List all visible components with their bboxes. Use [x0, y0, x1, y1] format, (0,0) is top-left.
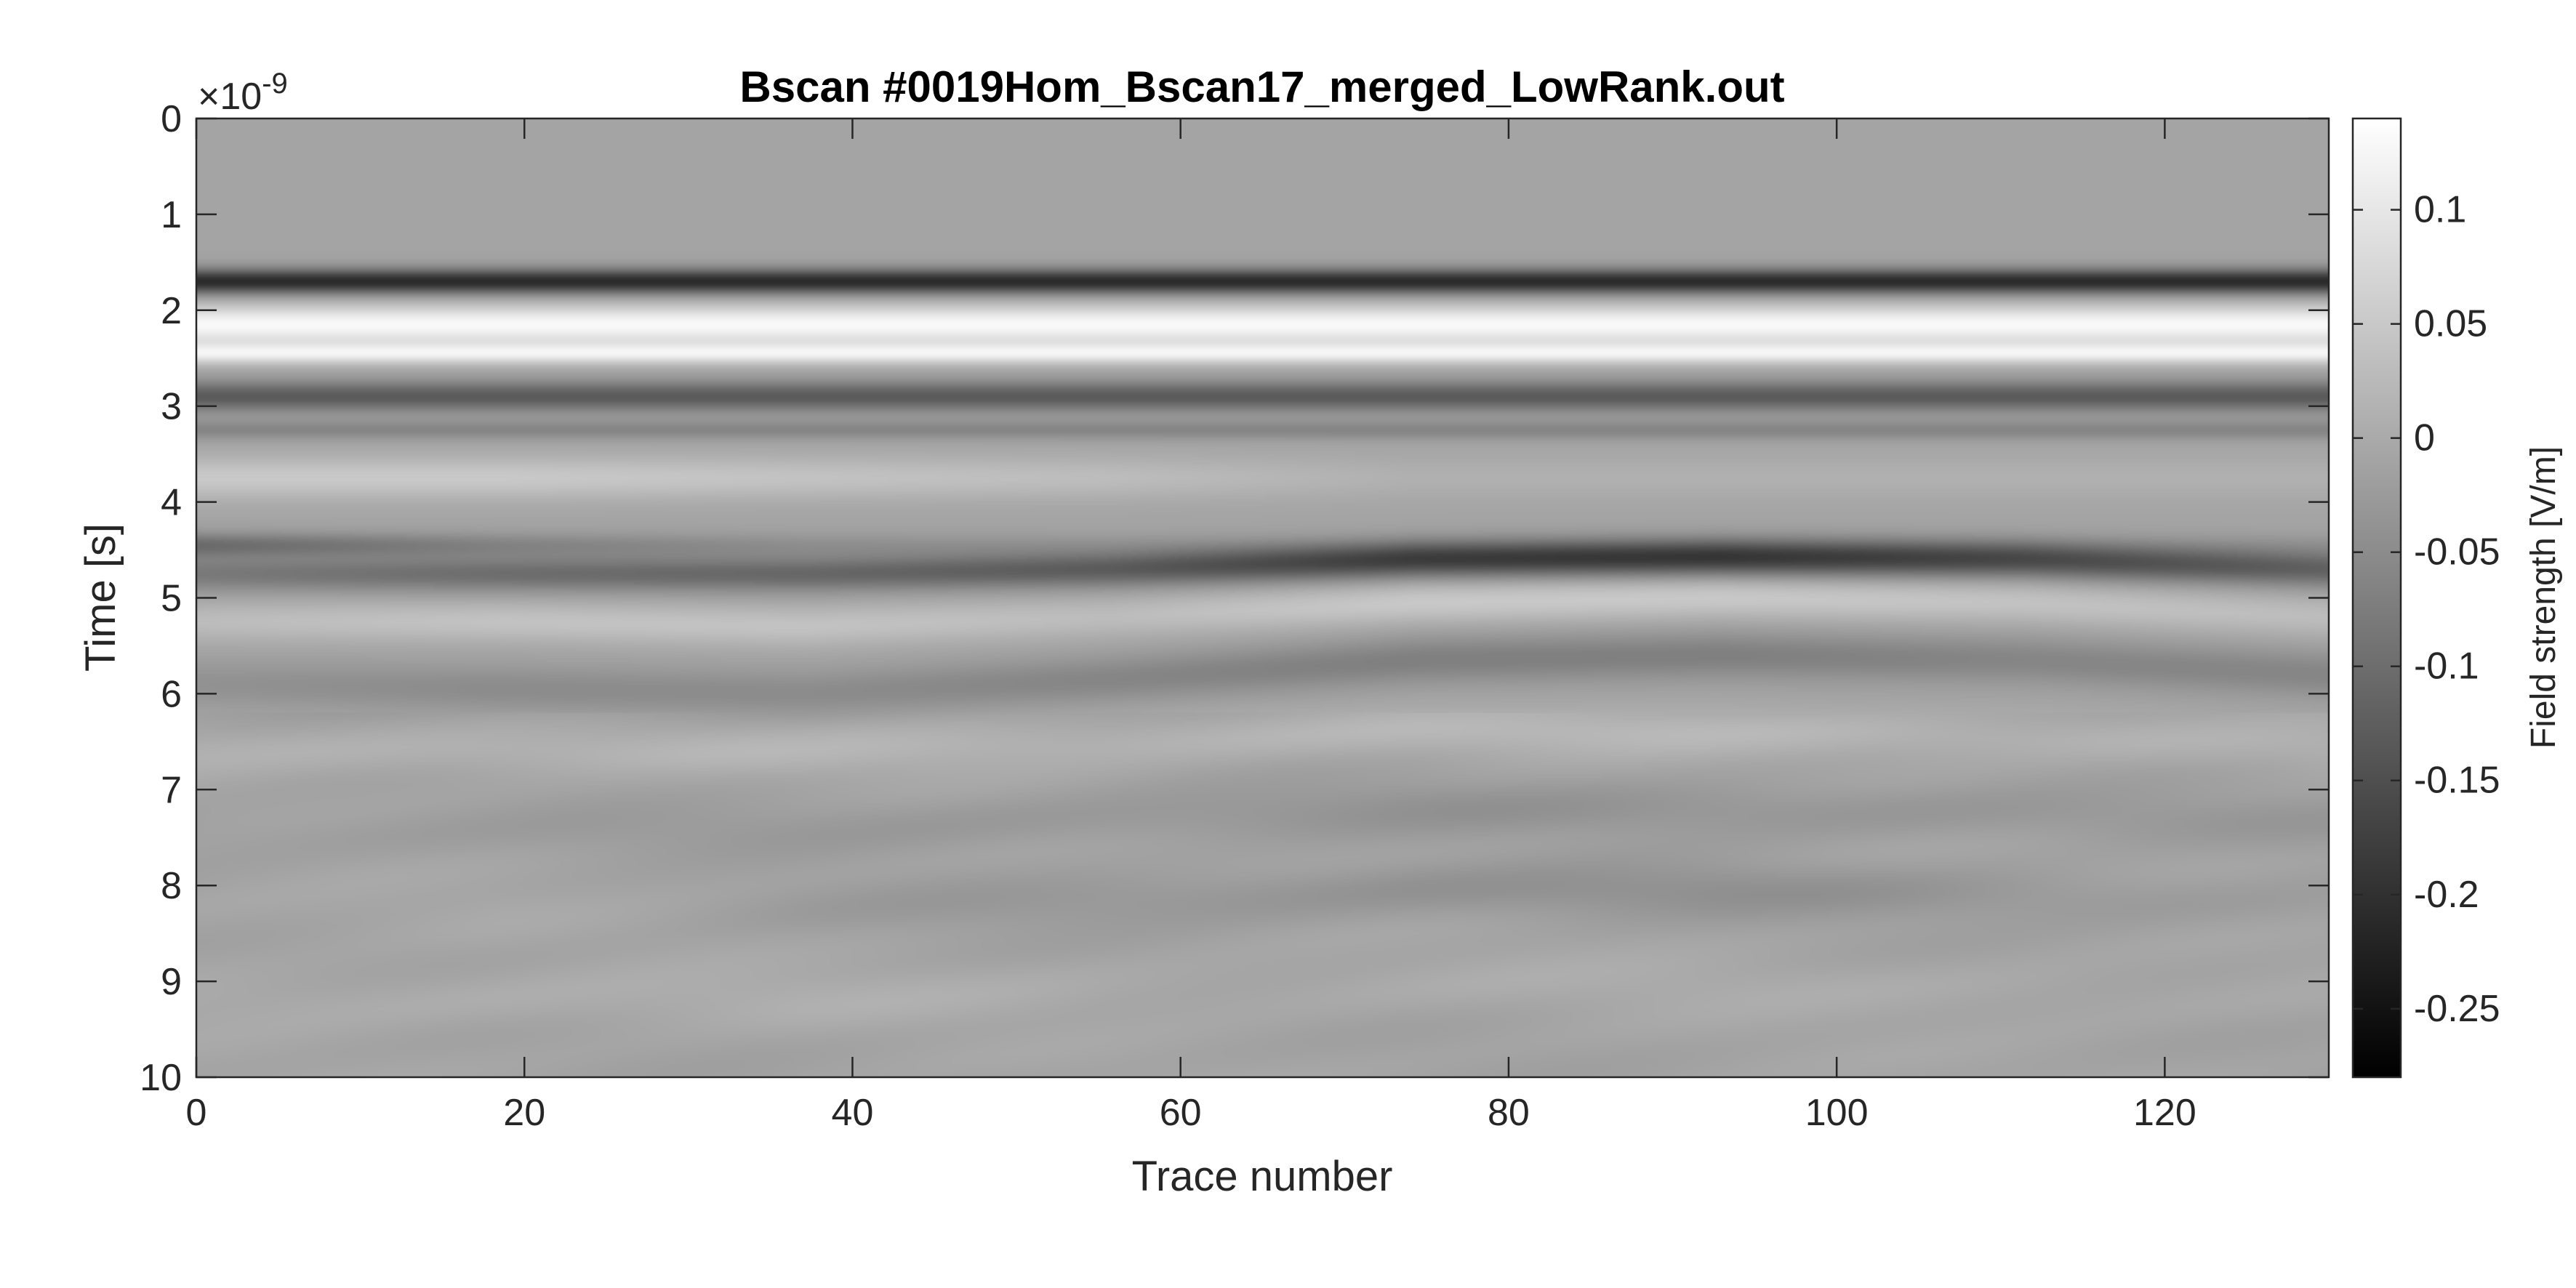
y-axis-exponent-power: -9	[262, 68, 288, 100]
colorbar-ticks: 0.1 0.05 0 -0.05 -0.1 -0.15 -0.2 -0.25	[2353, 189, 2500, 1030]
x-tick-label: 0	[186, 1092, 207, 1134]
y-tick-label: 1	[161, 194, 182, 236]
colorbar-tick-label: 0	[2414, 417, 2435, 459]
x-tick-label: 80	[1488, 1092, 1530, 1134]
colorbar-tick-label: -0.1	[2414, 645, 2479, 688]
x-tick-label: 120	[2133, 1092, 2196, 1134]
x-tick-label: 100	[1805, 1092, 1869, 1134]
y-tick-label: 7	[161, 769, 182, 811]
y-axis-exponent: ×10-9	[198, 68, 288, 118]
colorbar-label: Field strength [V/m]	[2524, 446, 2563, 749]
y-tick-label: 2	[161, 290, 182, 332]
colorbar-tick-label: -0.05	[2414, 531, 2500, 573]
y-tick-label: 5	[161, 578, 182, 620]
y-tick-label: 6	[161, 673, 182, 715]
x-tick-label: 20	[503, 1092, 545, 1134]
x-axis-ticks: 0 20 40 60 80 100 120	[186, 118, 2196, 1134]
y-tick-label: 0	[161, 98, 182, 140]
bscan-heatmap-image	[196, 118, 2329, 1077]
x-tick-label: 40	[832, 1092, 874, 1134]
colorbar-tick-label: -0.15	[2414, 760, 2500, 802]
colorbar-tick-label: 0.1	[2414, 189, 2466, 231]
x-axis-label: Trace number	[1132, 1153, 1393, 1200]
x-tick-label: 60	[1160, 1092, 1202, 1134]
y-tick-label: 9	[161, 961, 182, 1003]
y-axis-ticks: 0 1 2 3 4 5 6 7 8 9 10	[140, 98, 2329, 1099]
y-tick-label: 8	[161, 865, 182, 907]
y-tick-label: 4	[161, 482, 182, 524]
y-tick-label: 3	[161, 386, 182, 428]
colorbar-tick-label: -0.25	[2414, 988, 2500, 1030]
colorbar-tick-label: -0.2	[2414, 874, 2479, 916]
chart-title: Bscan #0019Hom_Bscan17_merged_LowRank.ou…	[739, 63, 1784, 111]
y-tick-label: 10	[140, 1057, 182, 1099]
colorbar	[2351, 117, 2402, 1079]
colorbar-tick-label: 0.05	[2414, 303, 2487, 345]
y-axis-label: Time [s]	[77, 523, 124, 672]
